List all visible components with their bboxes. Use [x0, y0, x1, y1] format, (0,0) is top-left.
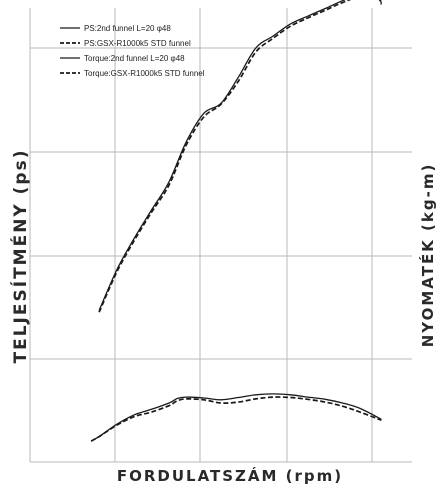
- legend-label-0: PS:2nd funnel L=20 φ48: [84, 24, 171, 33]
- legend-label-2: Torque:2nd funnel L=20 φ48: [84, 54, 185, 63]
- legend-label-1: PS:GSX-R1000k5 STD funnel: [84, 39, 191, 48]
- series-line-3: [90, 396, 382, 442]
- legend-label-3: Torque:GSX-R1000k5 STD funnel: [84, 69, 205, 78]
- series-line-1: [98, 0, 383, 313]
- series-line-2: [90, 393, 382, 442]
- x-axis-title: FORDULATSZÁM (rpm): [117, 466, 343, 485]
- series-line-0: [98, 0, 383, 311]
- y-axis-left-title: TELJESÍTMÉNY (ps): [9, 149, 31, 364]
- series-layer: [90, 0, 383, 442]
- legend: PS:2nd funnel L=20 φ48 PS:GSX-R1000k5 STD…: [60, 24, 205, 78]
- y-axis-right-title: NYOMATÉK (kg-m): [418, 163, 437, 348]
- grid-lines: [29, 8, 412, 463]
